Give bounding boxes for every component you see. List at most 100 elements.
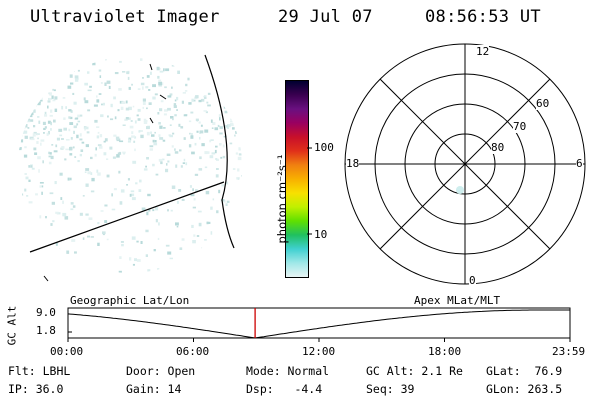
emission-pixel: [79, 114, 83, 117]
emission-pixel: [216, 168, 219, 170]
emission-pixel: [207, 104, 211, 107]
emission-pixel: [229, 107, 232, 111]
emission-pixel: [73, 125, 77, 129]
emission-pixel: [173, 105, 177, 108]
emission-pixel: [30, 165, 33, 168]
emission-pixel: [69, 147, 73, 151]
emission-pixel: [37, 266, 42, 269]
emission-pixel: [127, 76, 130, 80]
emission-pixel: [51, 95, 54, 99]
emission-pixel: [198, 99, 202, 103]
emission-pixel: [89, 85, 92, 88]
emission-pixel: [102, 102, 105, 106]
emission-pixel: [162, 158, 165, 161]
emission-pixel: [26, 120, 31, 123]
emission-pixel: [106, 158, 109, 160]
emission-pixel: [56, 57, 60, 60]
emission-pixel: [216, 210, 219, 214]
emission-pixel: [204, 239, 207, 241]
emission-pixel: [192, 70, 195, 74]
emission-pixel: [87, 71, 90, 74]
emission-pixel: [94, 119, 98, 123]
emission-pixel: [54, 77, 58, 80]
emission-pixel: [151, 134, 155, 137]
emission-pixel: [198, 168, 203, 171]
emission-pixel: [196, 130, 199, 133]
emission-pixel: [41, 185, 44, 188]
emission-pixel: [222, 155, 226, 159]
emission-pixel: [36, 236, 40, 240]
emission-pixel: [87, 89, 92, 92]
emission-pixel: [20, 215, 23, 217]
emission-pixel: [48, 249, 51, 252]
emission-pixel: [35, 80, 37, 84]
emission-pixel: [103, 152, 107, 156]
emission-pixel: [47, 100, 51, 103]
emission-pixel: [210, 206, 213, 210]
emission-pixel: [40, 142, 42, 146]
emission-pixel: [38, 169, 40, 173]
emission-pixel: [174, 148, 176, 151]
emission-pixel: [77, 69, 80, 72]
emission-pixel: [174, 114, 177, 117]
x-tick-1800: 18:00: [428, 345, 462, 358]
emission-pixel: [62, 97, 66, 99]
emission-pixel: [139, 130, 143, 132]
emission-pixel: [140, 241, 143, 244]
emission-pixel: [199, 136, 201, 140]
emission-pixel: [234, 250, 237, 253]
emission-pixel: [182, 92, 186, 94]
emission-pixel: [216, 158, 219, 161]
emission-pixel: [220, 88, 224, 91]
emission-pixel: [142, 77, 144, 79]
colorbar-tick-10: 10: [314, 228, 328, 241]
emission-pixel: [133, 140, 136, 143]
emission-pixel: [199, 130, 204, 134]
emission-pixel: [41, 243, 45, 246]
emission-pixel: [238, 259, 241, 262]
emission-pixel: [74, 78, 79, 82]
emission-pixel: [87, 235, 90, 238]
emission-pixel: [87, 109, 91, 112]
emission-pixel: [44, 126, 47, 129]
emission-pixel: [44, 111, 47, 115]
emission-pixel: [50, 223, 53, 226]
emission-pixel: [18, 190, 21, 193]
emission-pixel: [132, 263, 135, 266]
emission-pixel: [39, 99, 43, 102]
emission-pixel: [241, 104, 242, 108]
emission-pixel: [21, 104, 25, 108]
emission-pixel: [58, 75, 62, 78]
emission-pixel: [171, 185, 176, 189]
emission-pixel: [190, 194, 195, 197]
emission-pixel: [136, 240, 139, 243]
emission-pixel: [149, 145, 154, 148]
emission-pixel: [162, 139, 166, 142]
emission-pixel: [59, 172, 63, 176]
emission-pixel: [235, 241, 239, 244]
emission-pixel: [51, 253, 55, 256]
emission-pixel: [207, 92, 211, 95]
emission-pixel: [192, 240, 196, 244]
emission-pixel: [190, 135, 194, 139]
emission-pixel: [24, 96, 28, 100]
emission-pixel: [43, 85, 47, 89]
emission-pixel: [241, 60, 242, 63]
emission-pixel: [30, 112, 34, 116]
emission-pixel: [136, 114, 139, 117]
emission-pixel: [235, 152, 238, 155]
emission-pixel: [28, 165, 31, 168]
emission-pixel: [38, 133, 40, 135]
emission-pixel: [177, 70, 180, 74]
emission-pixel: [224, 263, 228, 267]
emission-pixel: [74, 251, 77, 254]
emission-pixel: [44, 114, 48, 117]
emission-pixel: [134, 136, 137, 139]
emission-pixel: [229, 75, 234, 78]
emission-pixel: [155, 207, 159, 211]
emission-pixel: [77, 120, 81, 123]
emission-pixel: [35, 193, 38, 196]
emission-pixel: [183, 137, 186, 140]
emission-pixel: [175, 164, 178, 168]
